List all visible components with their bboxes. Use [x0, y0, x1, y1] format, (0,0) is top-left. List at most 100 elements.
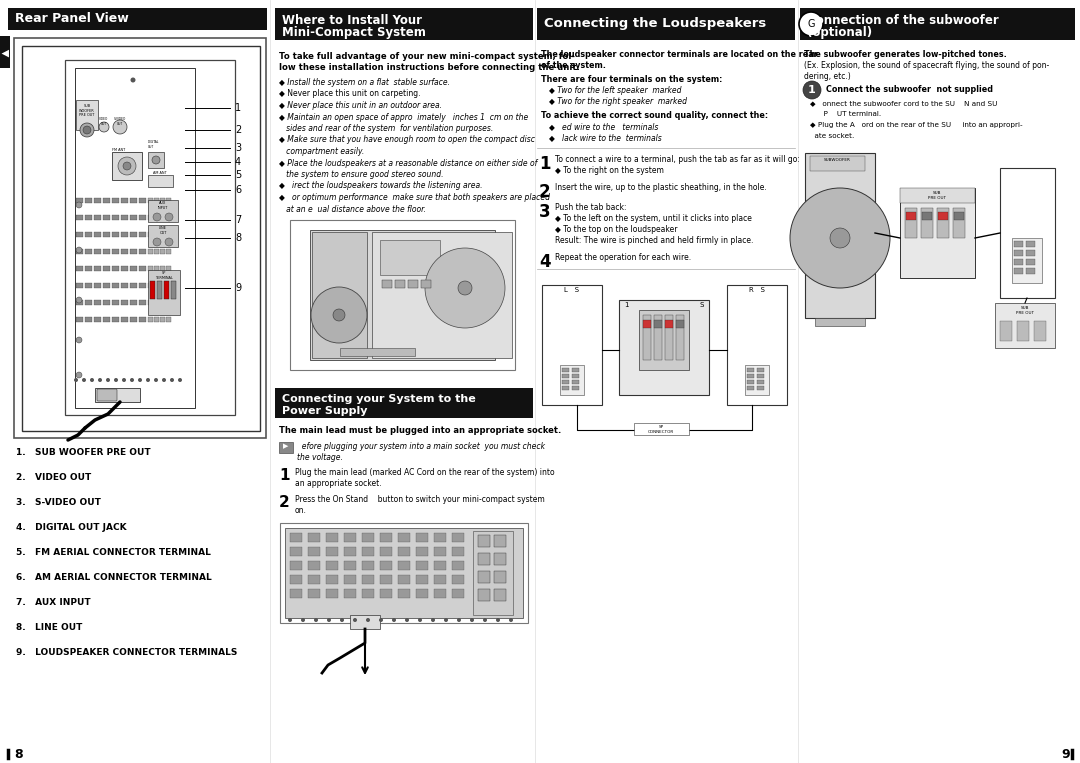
FancyBboxPatch shape: [97, 389, 117, 401]
Bar: [0, 36, 10, 68]
Text: ◆ Make sure that you have enough room to open the compact disc: ◆ Make sure that you have enough room to…: [279, 136, 535, 144]
Text: SP
CONNECTOR: SP CONNECTOR: [648, 425, 674, 433]
Bar: [665, 320, 673, 328]
Bar: [148, 270, 180, 315]
Bar: [85, 232, 92, 237]
Circle shape: [154, 378, 158, 382]
Bar: [160, 317, 165, 322]
Bar: [362, 533, 374, 542]
Bar: [130, 266, 137, 271]
Bar: [76, 249, 83, 254]
Circle shape: [162, 378, 166, 382]
Text: 9: 9: [1062, 748, 1070, 761]
Bar: [154, 300, 159, 305]
Text: G: G: [807, 19, 814, 29]
Circle shape: [426, 248, 505, 328]
Text: at an e  ual distance above the floor.: at an e ual distance above the floor.: [279, 204, 426, 214]
Bar: [345, 533, 356, 542]
Bar: [139, 300, 146, 305]
Text: on.: on.: [295, 506, 307, 515]
Bar: [654, 315, 662, 360]
Text: (optional): (optional): [807, 27, 873, 40]
Text: ate socket.: ate socket.: [810, 133, 854, 139]
Bar: [562, 386, 569, 390]
Bar: [166, 283, 171, 288]
Bar: [434, 589, 446, 598]
Circle shape: [99, 122, 109, 132]
Circle shape: [327, 618, 330, 622]
Bar: [94, 198, 102, 203]
Circle shape: [131, 78, 135, 82]
Bar: [900, 188, 975, 203]
Circle shape: [152, 156, 160, 164]
Bar: [434, 575, 446, 584]
Text: ◆   or optimum performance  make sure that both speakers are placed: ◆ or optimum performance make sure that …: [279, 193, 550, 202]
Bar: [906, 212, 916, 220]
Circle shape: [804, 81, 821, 99]
Bar: [747, 368, 754, 372]
Text: SUB
PRE OUT: SUB PRE OUT: [928, 191, 946, 200]
Text: 3: 3: [539, 203, 551, 221]
Bar: [676, 315, 684, 360]
Bar: [1014, 250, 1023, 256]
Bar: [139, 198, 146, 203]
Bar: [103, 266, 110, 271]
Bar: [1017, 321, 1029, 341]
Circle shape: [288, 618, 292, 622]
Bar: [395, 280, 405, 288]
Bar: [953, 208, 966, 238]
Text: To achieve the correct sound quality, connect the:: To achieve the correct sound quality, co…: [541, 111, 768, 120]
Bar: [745, 365, 769, 395]
Bar: [572, 386, 579, 390]
Bar: [810, 156, 865, 171]
Circle shape: [76, 202, 82, 208]
Bar: [654, 320, 662, 328]
Text: The loudspeaker connector terminals are located on the rear: The loudspeaker connector terminals are …: [541, 50, 818, 59]
Text: 4: 4: [235, 157, 241, 167]
Bar: [639, 310, 689, 370]
Bar: [148, 198, 153, 203]
Bar: [94, 317, 102, 322]
Circle shape: [457, 618, 461, 622]
Circle shape: [165, 213, 173, 221]
Bar: [121, 266, 129, 271]
Bar: [453, 589, 464, 598]
Bar: [900, 188, 975, 278]
Bar: [308, 561, 320, 570]
Circle shape: [146, 378, 150, 382]
Text: Push the tab back:: Push the tab back:: [555, 203, 626, 212]
Circle shape: [379, 618, 383, 622]
Text: Insert the wire, up to the plastic sheathing, in the hole.: Insert the wire, up to the plastic sheat…: [555, 183, 767, 192]
Bar: [112, 283, 119, 288]
Bar: [76, 215, 83, 220]
Bar: [85, 249, 92, 254]
Bar: [308, 575, 320, 584]
Bar: [112, 266, 119, 271]
Bar: [160, 300, 165, 305]
Text: 5: 5: [235, 170, 241, 180]
Circle shape: [170, 378, 174, 382]
Bar: [1012, 238, 1042, 283]
Circle shape: [75, 378, 78, 382]
Circle shape: [138, 378, 141, 382]
Text: S: S: [700, 302, 704, 308]
Text: SUB
PRE OUT: SUB PRE OUT: [1016, 306, 1034, 314]
Bar: [94, 249, 102, 254]
Text: LINE
OUT: LINE OUT: [159, 226, 167, 234]
Bar: [112, 198, 119, 203]
Bar: [94, 266, 102, 271]
Circle shape: [76, 297, 82, 303]
Bar: [537, 275, 795, 425]
Bar: [561, 365, 584, 395]
Text: an appropriate socket.: an appropriate socket.: [295, 479, 381, 488]
Bar: [139, 215, 146, 220]
Text: Connect the subwoofer  not supplied: Connect the subwoofer not supplied: [826, 85, 993, 94]
Bar: [937, 208, 949, 238]
Bar: [1026, 259, 1035, 265]
Bar: [362, 547, 374, 556]
Text: of the system.: of the system.: [541, 61, 606, 70]
Text: ◆ Plug the A   ord on the rear of the SU     into an appropri-: ◆ Plug the A ord on the rear of the SU i…: [810, 122, 1023, 128]
Circle shape: [483, 618, 487, 622]
Bar: [121, 198, 129, 203]
Bar: [121, 283, 129, 288]
